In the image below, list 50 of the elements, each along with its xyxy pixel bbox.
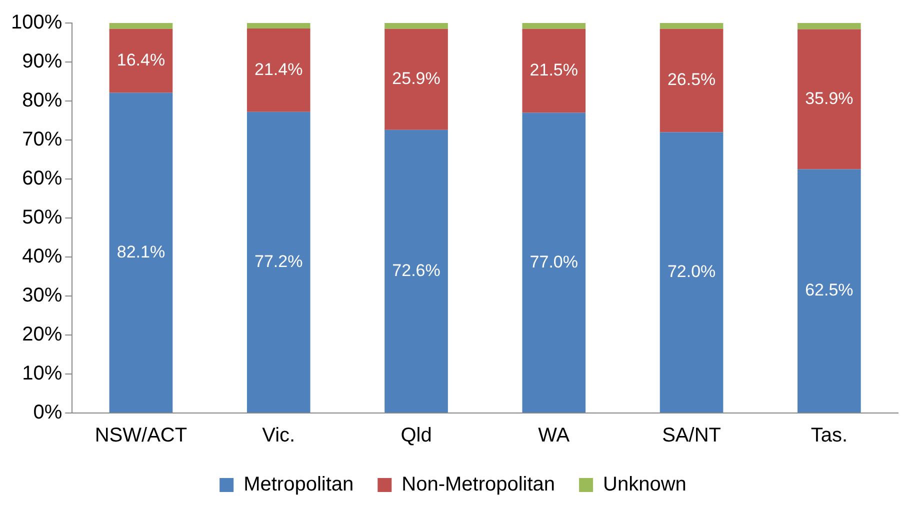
y-tick-label: 30%	[22, 284, 62, 307]
bar	[660, 132, 724, 412]
legend-label: Metropolitan	[244, 474, 354, 496]
y-tick-label: 70%	[22, 128, 62, 151]
y-tick-label: 20%	[22, 324, 62, 346]
bar	[798, 169, 861, 412]
y-tick-label: 100%	[10, 12, 62, 34]
y-tick-label: 90%	[22, 50, 62, 73]
data-label: 77.2%	[254, 252, 303, 271]
x-tick-label: SA/NT	[662, 424, 721, 447]
y-tick-label: 40%	[22, 246, 62, 268]
bar	[798, 23, 861, 30]
data-label: 16.4%	[116, 50, 166, 70]
data-label: 25.9%	[392, 69, 440, 88]
y-tick-label: 60%	[22, 168, 62, 190]
bar	[246, 23, 310, 28]
data-label: 21.5%	[530, 60, 578, 80]
bar	[660, 28, 724, 132]
data-label: 82.1%	[116, 242, 166, 262]
bar	[109, 23, 173, 29]
bar	[109, 28, 173, 93]
y-tick-label: 10%	[22, 362, 62, 385]
bar	[522, 112, 586, 412]
y-tick-label: 80%	[22, 90, 62, 112]
x-tick-label: NSW/ACT	[94, 424, 188, 447]
x-tick-label: Vic.	[262, 424, 296, 447]
x-tick-label: Tas.	[810, 424, 848, 447]
legend-label: Non-Metropolitan	[402, 474, 556, 496]
bar	[384, 28, 448, 130]
data-label: 77.0%	[530, 252, 578, 272]
data-label: 72.6%	[392, 260, 440, 280]
bar	[384, 130, 448, 412]
data-label: 62.5%	[805, 280, 854, 300]
legend-label: Unknown	[603, 474, 686, 496]
bar	[246, 28, 310, 112]
bar	[660, 23, 724, 29]
x-tick-label: Qld	[400, 424, 432, 447]
bar	[384, 23, 448, 29]
bar	[522, 28, 586, 113]
bar	[522, 23, 586, 29]
data-label: 35.9%	[805, 88, 854, 108]
data-label: 72.0%	[667, 262, 716, 282]
bar	[798, 29, 861, 170]
data-label: 26.5%	[667, 70, 716, 90]
y-tick-label: 0%	[33, 402, 62, 424]
x-tick-label: WA	[538, 424, 570, 447]
data-label: 21.4%	[254, 60, 303, 79]
y-tick-label: 50%	[22, 206, 62, 229]
bar	[109, 92, 173, 412]
bar	[246, 112, 310, 412]
